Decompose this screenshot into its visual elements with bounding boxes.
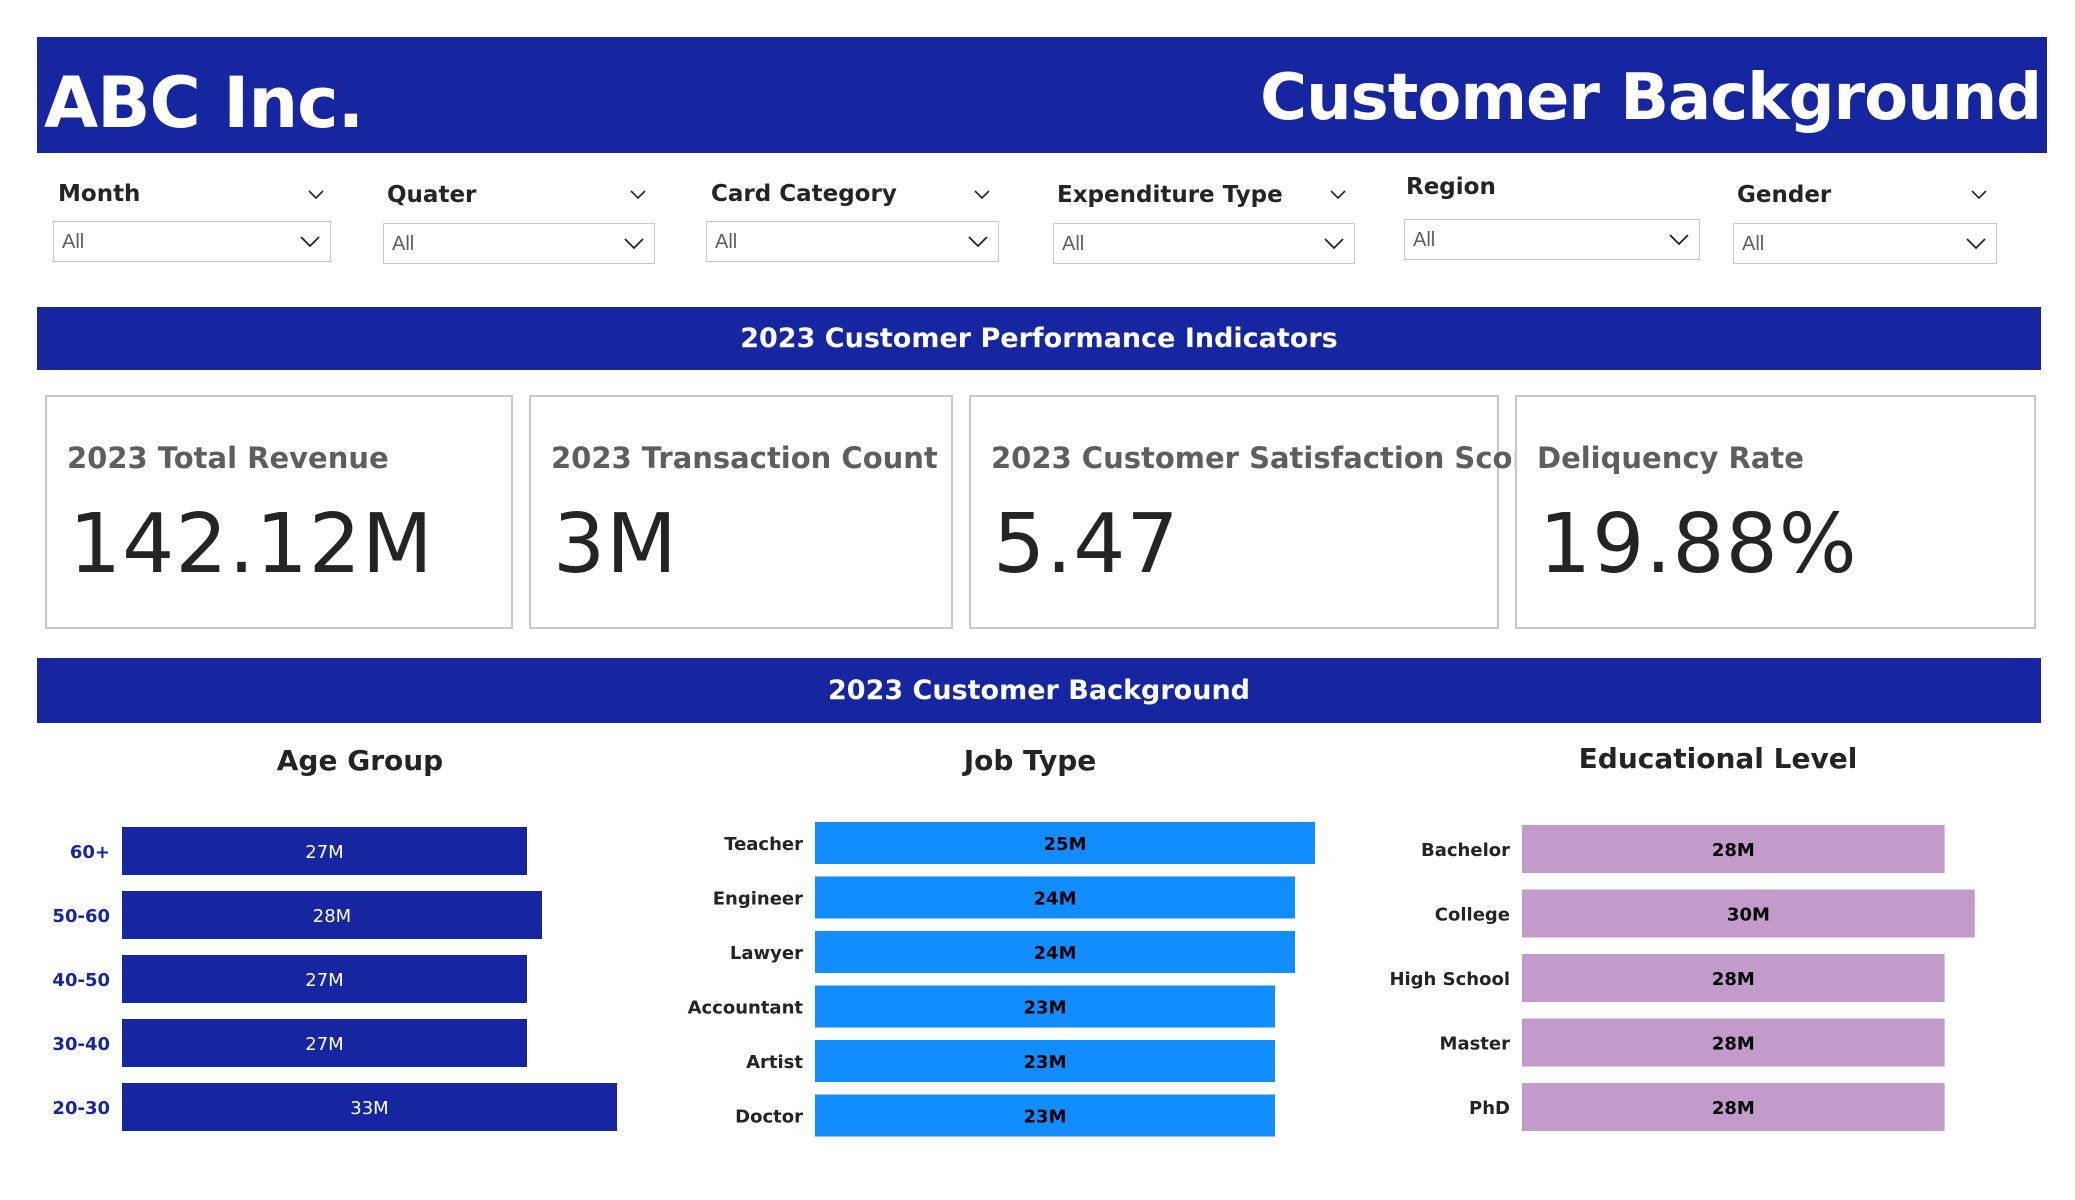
job-chart-title: Job Type xyxy=(830,744,1230,777)
category-label: 30-40 xyxy=(52,1034,110,1055)
data-label: 28M xyxy=(1712,1034,1755,1055)
background-section-title: 2023 Customer Background xyxy=(828,675,1250,706)
filter-month-value: All xyxy=(62,231,84,254)
filter-card-category-value: All xyxy=(715,231,737,254)
data-label: 28M xyxy=(1712,1098,1755,1119)
kpi-value: 19.88% xyxy=(1539,497,1858,592)
chevron-down-icon xyxy=(1966,236,1986,250)
kpi-label: 2023 Transaction Count xyxy=(551,441,938,475)
filter-month-dropdown[interactable]: All xyxy=(53,221,331,262)
filter-expenditure-type-dropdown[interactable]: All xyxy=(1053,223,1355,264)
data-label: 23M xyxy=(1024,1052,1067,1073)
category-label: Bachelor xyxy=(1421,840,1510,861)
category-label: Teacher xyxy=(724,834,803,855)
filter-quarter-dropdown[interactable]: All xyxy=(383,223,655,264)
data-label: 30M xyxy=(1727,905,1770,926)
page-title: Customer Background xyxy=(1260,53,2041,143)
category-label: College xyxy=(1435,905,1510,926)
kpi-value: 142.12M xyxy=(69,497,434,592)
kpi-label: 2023 Total Revenue xyxy=(67,441,389,475)
data-label: 23M xyxy=(1024,1107,1067,1128)
filter-month[interactable]: Month All xyxy=(53,176,331,266)
data-label: 27M xyxy=(305,1034,343,1055)
filter-region[interactable]: Region All xyxy=(1404,170,1700,260)
chevron-down-icon[interactable] xyxy=(630,186,646,202)
data-label: 33M xyxy=(350,1098,388,1119)
chevron-down-icon xyxy=(624,236,644,250)
kpi-label: 2023 Customer Satisfaction Score xyxy=(991,441,1546,475)
chevron-down-icon xyxy=(1669,232,1689,246)
filter-region-dropdown[interactable]: All xyxy=(1404,219,1700,260)
company-name: ABC Inc. xyxy=(44,58,363,148)
background-section-bar: 2023 Customer Background xyxy=(37,658,2041,723)
data-label: 28M xyxy=(1712,969,1755,990)
data-label: 24M xyxy=(1034,889,1077,910)
job-type-chart: Teacher 25M Engineer 24M Lawyer 24M Accountant… xyxy=(680,815,1340,1145)
age-group-chart: 60+ 27M 50-60 28M 40-50 27M 30-40 27M 20-30 33M xyxy=(37,815,657,1145)
chevron-down-icon xyxy=(1324,236,1344,250)
filter-region-value: All xyxy=(1413,229,1435,252)
filter-gender-dropdown[interactable]: All xyxy=(1733,223,1997,264)
data-label: 28M xyxy=(1712,840,1755,861)
filter-card-category[interactable]: Card Category All xyxy=(706,176,999,266)
data-label: 24M xyxy=(1034,943,1077,964)
filter-expenditure-type[interactable]: Expenditure Type All xyxy=(1053,176,1355,266)
chevron-down-icon[interactable] xyxy=(1330,186,1346,202)
kpi-label: Deliquency Rate xyxy=(1537,441,1804,475)
category-label: Lawyer xyxy=(730,943,803,964)
filter-card-category-label: Card Category xyxy=(711,181,897,207)
data-label: 27M xyxy=(305,842,343,863)
kpi-card-delinquency: Deliquency Rate 19.88% xyxy=(1515,395,2036,629)
edu-chart-title: Educational Level xyxy=(1518,742,1918,775)
chevron-down-icon xyxy=(968,234,988,248)
chevron-down-icon[interactable] xyxy=(1971,186,1987,202)
kpi-section-title: 2023 Customer Performance Indicators xyxy=(740,323,1338,354)
filter-quarter-label: Quater xyxy=(387,182,476,208)
category-label: 50-60 xyxy=(52,906,110,927)
chevron-down-icon[interactable] xyxy=(974,186,990,202)
kpi-card-revenue: 2023 Total Revenue 142.12M xyxy=(45,395,513,629)
data-label: 27M xyxy=(305,970,343,991)
filter-gender-value: All xyxy=(1742,233,1764,256)
filter-gender[interactable]: Gender All xyxy=(1733,176,1997,266)
category-label: Master xyxy=(1440,1034,1511,1055)
category-label: Accountant xyxy=(688,998,804,1019)
kpi-card-transactions: 2023 Transaction Count 3M xyxy=(529,395,953,629)
data-label: 28M xyxy=(313,906,351,927)
age-chart-title: Age Group xyxy=(160,744,560,777)
category-label: 40-50 xyxy=(52,970,110,991)
filter-quarter[interactable]: Quater All xyxy=(383,176,655,266)
kpi-card-satisfaction: 2023 Customer Satisfaction Score 5.47 xyxy=(969,395,1499,629)
data-label: 25M xyxy=(1044,834,1087,855)
filter-quarter-value: All xyxy=(392,233,414,256)
category-label: 20-30 xyxy=(52,1098,110,1119)
category-label: Engineer xyxy=(713,889,803,910)
category-label: PhD xyxy=(1469,1098,1510,1119)
kpi-value: 3M xyxy=(553,497,678,592)
educational-level-chart: Bachelor 28M College 30M High School 28M Maste… xyxy=(1370,815,2030,1145)
kpi-value: 5.47 xyxy=(993,497,1180,592)
category-label: Doctor xyxy=(735,1107,803,1128)
filter-expenditure-type-value: All xyxy=(1062,233,1084,256)
filter-month-label: Month xyxy=(58,181,140,207)
chevron-down-icon[interactable] xyxy=(308,186,324,202)
kpi-section-bar: 2023 Customer Performance Indicators xyxy=(37,307,2041,370)
category-label: 60+ xyxy=(70,842,110,863)
category-label: Artist xyxy=(746,1052,803,1073)
filter-region-label: Region xyxy=(1406,174,1496,200)
filter-card-category-dropdown[interactable]: All xyxy=(706,221,999,262)
category-label: High School xyxy=(1389,969,1510,990)
filter-gender-label: Gender xyxy=(1737,182,1831,208)
chevron-down-icon xyxy=(300,234,320,248)
data-label: 23M xyxy=(1024,998,1067,1019)
filter-expenditure-type-label: Expenditure Type xyxy=(1057,182,1283,208)
